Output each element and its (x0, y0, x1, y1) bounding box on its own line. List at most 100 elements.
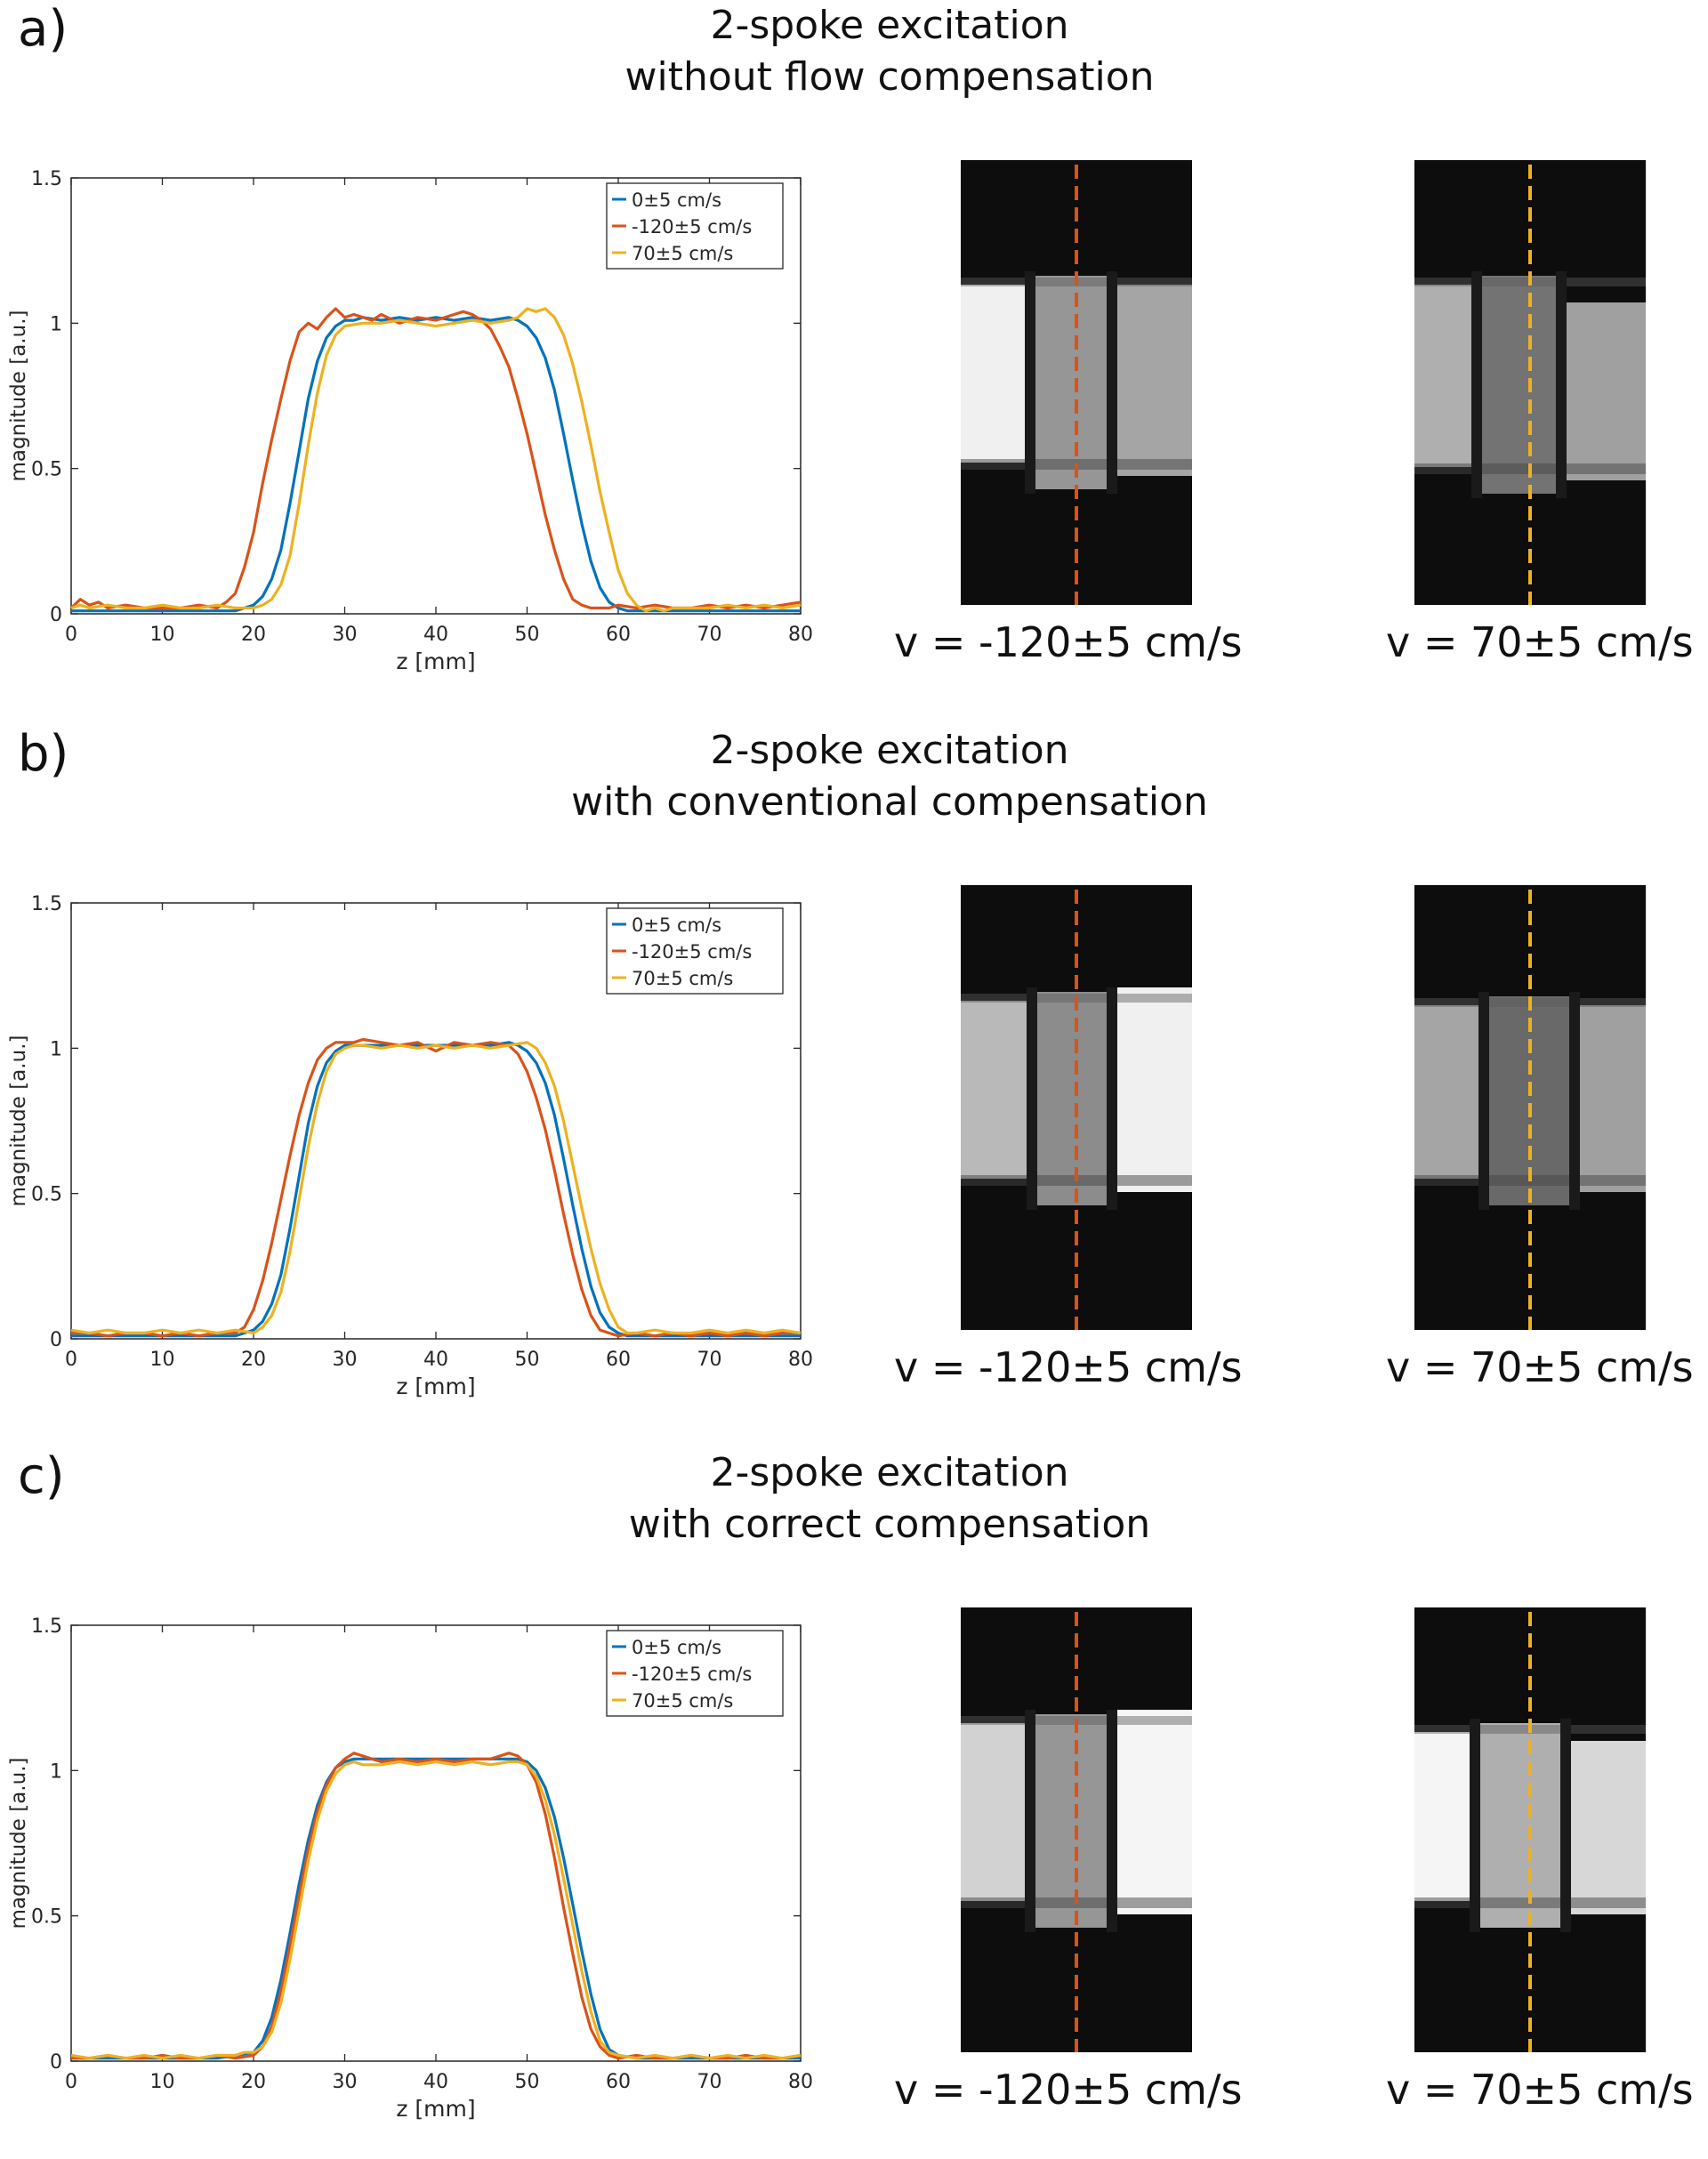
x-tick-label: 50 (515, 2071, 540, 2093)
tube-wall (1478, 992, 1489, 1210)
x-tick-label: 60 (606, 2071, 631, 2093)
y-tick-label: 1.5 (31, 168, 62, 190)
panel-title-line: with conventional compensation (571, 779, 1208, 825)
signal-region (1112, 987, 1192, 1192)
y-tick-label: 1.5 (31, 893, 62, 915)
legend-entry: -120±5 cm/s (632, 1664, 752, 1685)
signal-region (1414, 1005, 1484, 1179)
x-tick-label: 0 (65, 624, 77, 646)
tube-region (1030, 276, 1112, 489)
x-tick-label: 0 (65, 1349, 77, 1371)
legend (606, 1630, 784, 1717)
panel-letter: a) (18, 0, 68, 58)
x-tick-label: 80 (788, 2071, 813, 2093)
x-tick-label: 50 (515, 624, 540, 646)
series-line (70, 1041, 802, 1335)
series-line (70, 1760, 802, 2060)
mr-image (1414, 885, 1646, 1330)
panel-title: 2-spoke excitation without flow compensa… (445, 0, 1334, 103)
signal-region (1575, 1005, 1646, 1192)
image-velocity-label: v = -120±5 cm/s (894, 2066, 1243, 2114)
image-velocity-label: v = -120±5 cm/s (894, 618, 1243, 666)
x-tick-label: 70 (697, 2071, 722, 2093)
y-tick-label: 1 (50, 1760, 62, 1783)
signal-region (961, 1723, 1030, 1901)
magnitude-plot: 0 10 20 30 40 50 60 70 80 0 0.5 1 1.5 z [mm] magnitude… (7, 168, 813, 674)
y-tick-label: 1.5 (31, 1615, 62, 1638)
x-tick-label: 10 (150, 1349, 175, 1371)
x-tick-label: 40 (423, 2071, 448, 2093)
tube-wall (1107, 1710, 1117, 1932)
image-velocity-label: v = 70±5 cm/s (1386, 2066, 1694, 2114)
x-tick-label: 70 (697, 1349, 722, 1371)
tube-wall (1556, 271, 1567, 498)
legend (606, 182, 784, 270)
x-tick-label: 30 (333, 624, 358, 646)
panel-letter: c) (18, 1447, 65, 1505)
tube-wall (1107, 987, 1117, 1210)
tube-wall (1470, 1719, 1480, 1932)
y-tick-label: 0.5 (31, 1184, 62, 1206)
panel-letter: b) (18, 725, 69, 783)
panel-title: 2-spoke excitation with correct compensa… (445, 1447, 1334, 1551)
x-axis-label: z [mm] (396, 2096, 475, 2122)
y-tick-label: 1 (50, 313, 62, 335)
y-axis-label: magnitude [a.u.] (7, 1035, 30, 1207)
x-tick-label: 60 (606, 1349, 631, 1371)
x-tick-label: 10 (150, 624, 175, 646)
x-tick-label: 20 (241, 1349, 266, 1371)
mr-image (961, 160, 1192, 605)
x-tick-label: 70 (697, 624, 722, 646)
x-tick-label: 50 (515, 1349, 540, 1371)
x-tick-label: 0 (65, 2071, 77, 2093)
signal-region (1112, 1710, 1192, 1914)
signal-region (1414, 1732, 1475, 1901)
tube-wall (1027, 987, 1037, 1210)
signal-region (1112, 285, 1192, 476)
legend-entry: 0±5 cm/s (632, 914, 721, 936)
figure-panel: c) 2-spoke excitation with correct compe… (0, 1447, 1708, 2159)
y-axis-label: magnitude [a.u.] (7, 1758, 30, 1929)
figure-panel: b) 2-spoke excitation with conventional … (0, 725, 1708, 1437)
x-tick-label: 60 (606, 624, 631, 646)
y-tick-label: 0 (50, 2051, 62, 2074)
image-velocity-label: v = -120±5 cm/s (894, 1343, 1243, 1391)
x-tick-label: 20 (241, 624, 266, 646)
tube-region (1475, 1723, 1566, 1928)
signal-region (1414, 285, 1477, 467)
tube-wall (1025, 271, 1035, 494)
series-line (71, 1752, 802, 2060)
mr-image (961, 885, 1192, 1330)
image-velocity-label: v = 70±5 cm/s (1386, 1343, 1694, 1391)
tube-wall (1569, 992, 1580, 1210)
tube-wall (1107, 271, 1117, 494)
signal-region (961, 285, 1030, 463)
legend-entry: 0±5 cm/s (632, 1637, 721, 1658)
y-tick-label: 0.5 (31, 459, 62, 481)
x-tick-label: 80 (788, 1349, 813, 1371)
magnitude-plot: 0 10 20 30 40 50 60 70 80 0 0.5 1 1.5 z [mm] magnitude… (7, 893, 813, 1399)
panel-title-line: 2-spoke excitation (710, 3, 1069, 48)
series-line (70, 307, 802, 613)
legend-entry: -120±5 cm/s (632, 216, 752, 238)
tube-wall (1025, 1710, 1035, 1932)
x-axis-label: z [mm] (396, 649, 475, 674)
x-tick-label: 40 (423, 1349, 448, 1371)
legend-entry: 70±5 cm/s (632, 1690, 733, 1712)
tube-wall (1560, 1719, 1571, 1932)
panel-title-line: 2-spoke excitation (710, 1450, 1069, 1495)
mr-image (1414, 160, 1646, 605)
panel-title: 2-spoke excitation with conventional com… (445, 725, 1334, 828)
legend-entry: 70±5 cm/s (632, 243, 733, 264)
legend-entry: 70±5 cm/s (632, 968, 733, 989)
signal-region (1566, 1741, 1646, 1914)
x-axis-label: z [mm] (396, 1374, 475, 1399)
tube-region (1030, 1714, 1112, 1928)
x-tick-label: 80 (788, 624, 813, 646)
x-tick-label: 20 (241, 2071, 266, 2093)
panel-title-line: with correct compensation (628, 1502, 1151, 1547)
x-tick-label: 30 (333, 2071, 358, 2093)
y-tick-label: 0.5 (31, 1906, 62, 1929)
image-velocity-label: v = 70±5 cm/s (1386, 618, 1694, 666)
tube-region (1032, 992, 1112, 1205)
